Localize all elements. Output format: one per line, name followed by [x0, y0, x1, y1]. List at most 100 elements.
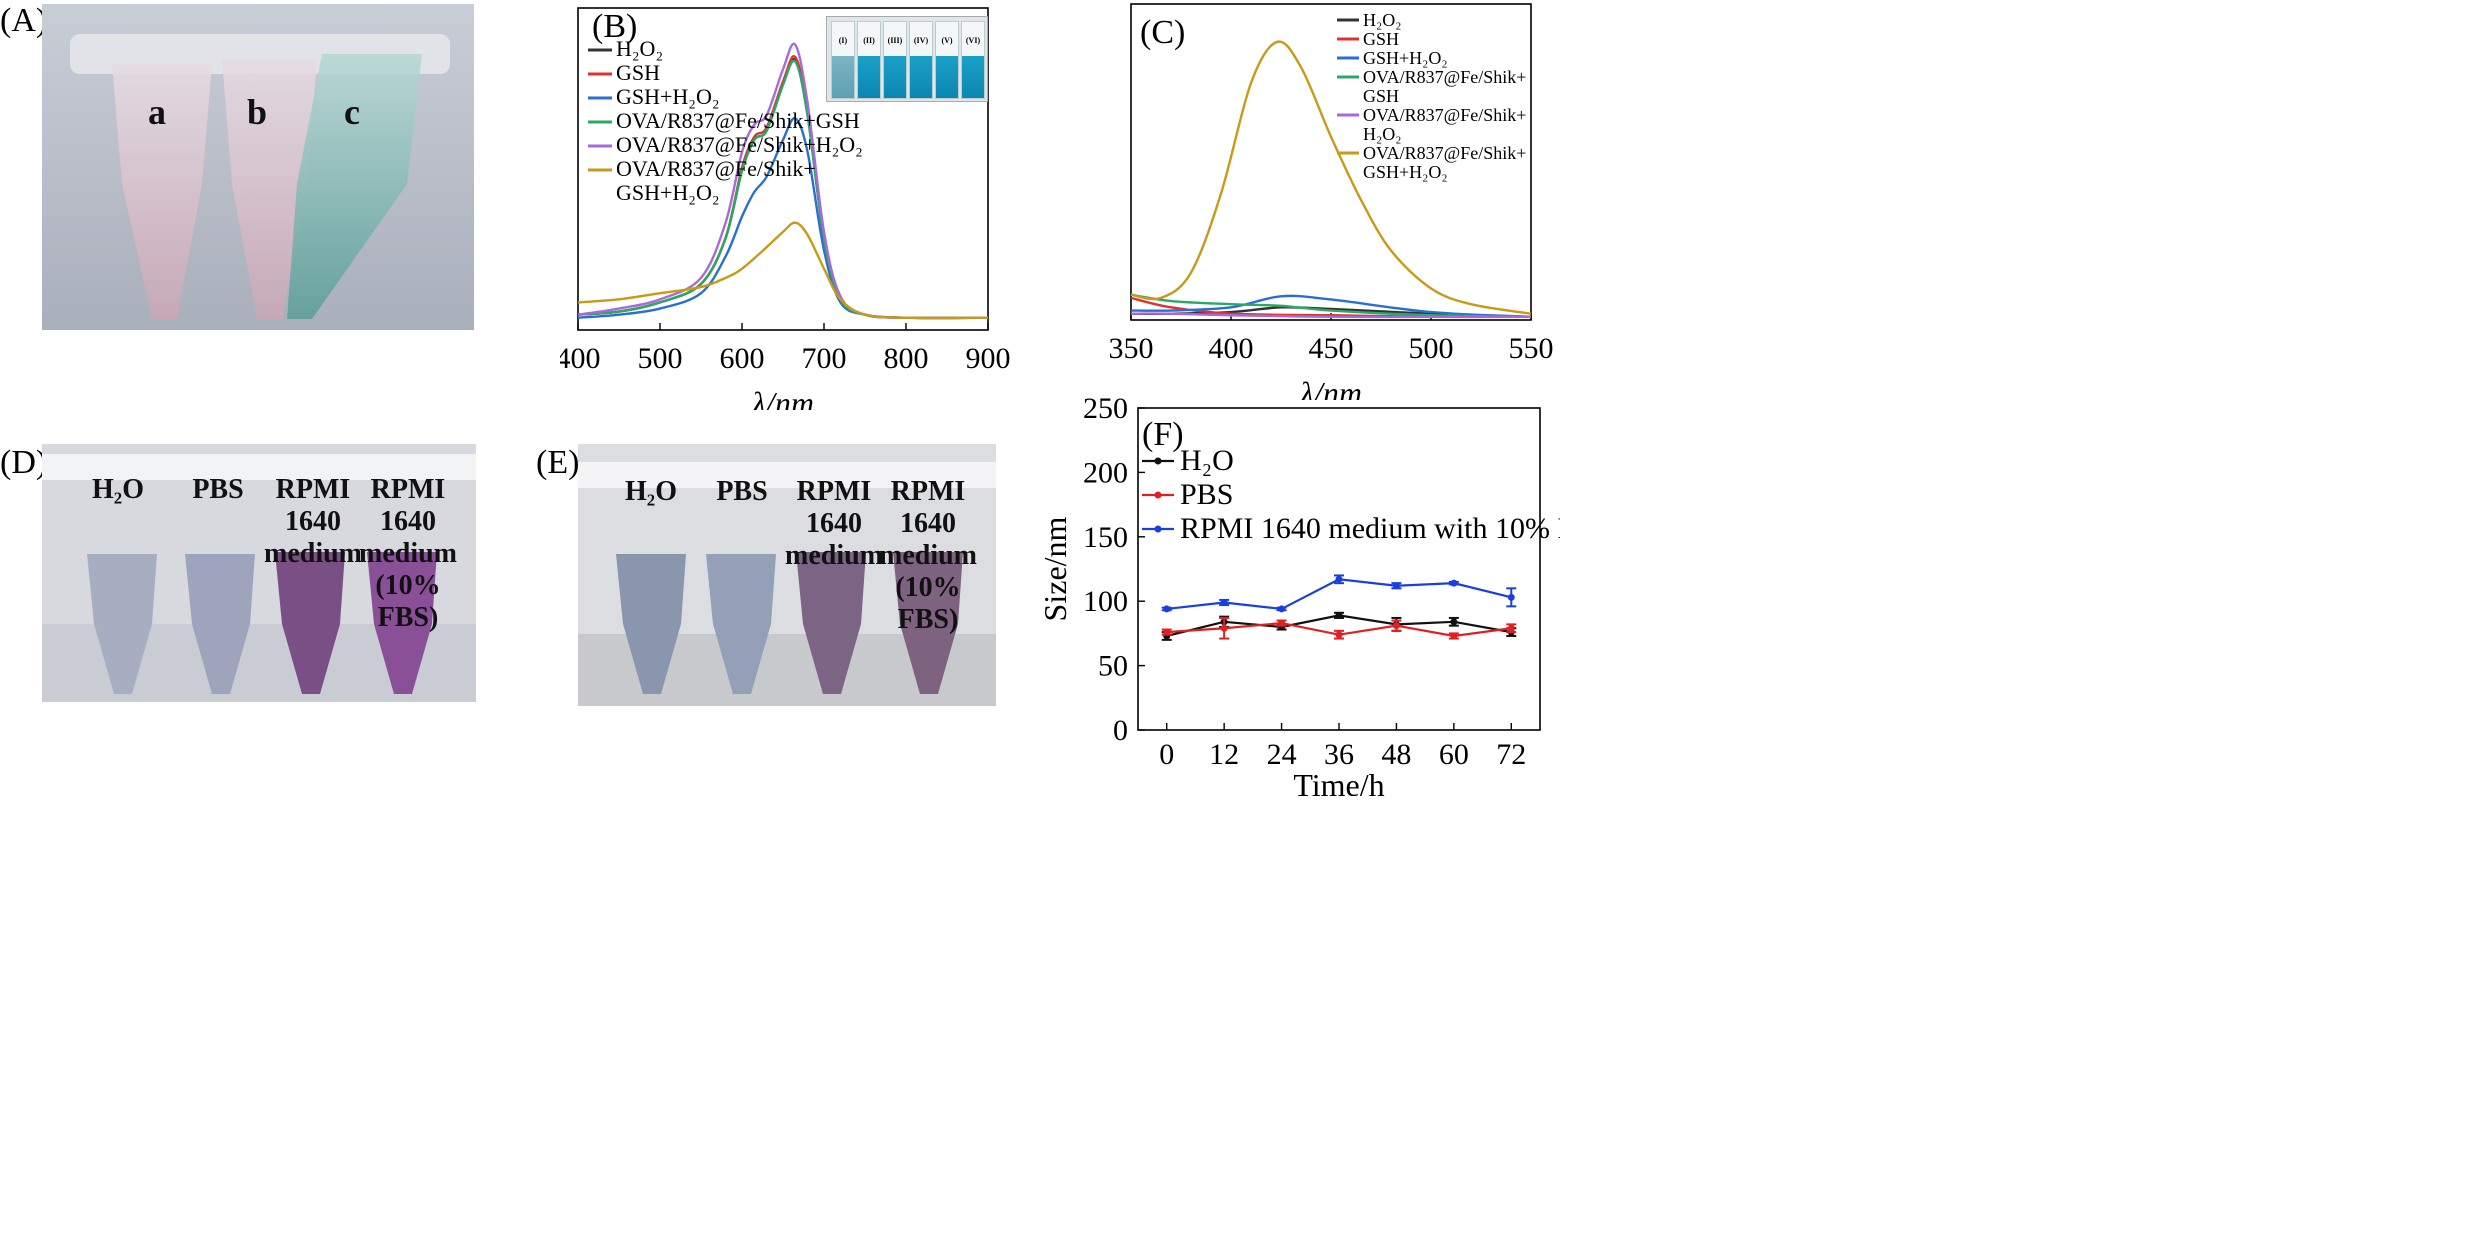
x-tick-label: 500 — [1409, 332, 1454, 365]
y-tick-label: 150 — [1083, 521, 1128, 554]
inset-vial: (II) — [857, 21, 881, 99]
x-tick-label: 400 — [560, 342, 601, 375]
legend-label: OVA/R837@Fe/Shik+H₂O₂ — [616, 132, 863, 157]
data-point — [1392, 622, 1400, 630]
data-point — [1278, 605, 1286, 613]
d-tube-label-rpmi: RPMI 1640 medium — [264, 474, 362, 569]
e-tube-label-rpmi-fbs: RPMI 1640 medium (10% FBS) — [879, 476, 977, 635]
panel-d-label: (D) — [0, 444, 48, 481]
legend-label: GSH+H₂O₂ — [616, 84, 720, 109]
d-tube-label-h2o: H₂O — [92, 474, 144, 505]
x-tick-label: 600 — [720, 342, 765, 375]
data-point — [1220, 624, 1228, 632]
inset-vial-label: (VI) — [965, 36, 981, 45]
legend-label: GSH — [1363, 29, 1399, 49]
x-tick-label: 450 — [1309, 332, 1354, 365]
x-tick-label: 500 — [638, 342, 683, 375]
series-line — [1130, 293, 1532, 319]
y-tick-label: 200 — [1083, 456, 1128, 489]
d-tube-label-pbs: PBS — [192, 474, 244, 505]
x-tick-label: 800 — [884, 342, 929, 375]
legend-label: H₂O — [1180, 444, 1234, 477]
legend-label: GSH+H₂O₂ — [1363, 48, 1448, 68]
inset-vial-label: (II) — [863, 36, 875, 45]
data-point — [1392, 582, 1400, 590]
data-point — [1335, 631, 1343, 639]
legend-label: OVA/R837@Fe/Shik+ — [1363, 143, 1526, 163]
e-tube-label-h2o: H₂O — [625, 476, 677, 507]
legend-label: GSH+H₂O₂ — [616, 180, 720, 205]
x-tick-label: 12 — [1209, 738, 1239, 771]
y-tick-label: 100 — [1083, 585, 1128, 618]
inset-vial: (IV) — [909, 21, 933, 99]
chart-b: 400 500 600 700 800 900λ/nmH₂O₂GSHGSH+H₂O₂OVA… — [560, 7, 1011, 410]
series-line — [1130, 312, 1531, 319]
inset-vial-label: (IV) — [913, 36, 929, 45]
legend-label: RPMI 1640 medium with 10% FBS — [1180, 512, 1560, 545]
x-tick-label: 0 — [1159, 738, 1174, 771]
x-axis-label: Time/h — [1293, 767, 1384, 796]
legend-marker — [1154, 525, 1162, 533]
data-point — [1163, 628, 1171, 636]
data-point — [1220, 598, 1228, 606]
y-tick-label: 0 — [1113, 714, 1128, 747]
inset-vial: (VI) — [961, 21, 985, 99]
legend-label: GSH — [616, 60, 660, 85]
panel-a-label: (A) — [0, 2, 48, 39]
x-tick-label: 900 — [966, 342, 1011, 375]
x-tick-label: 550 — [1509, 332, 1554, 365]
x-tick-label: 350 — [1109, 332, 1154, 365]
tube-label-b: b — [246, 92, 268, 132]
legend-label: H₂O₂ — [1363, 124, 1402, 144]
series-line — [577, 221, 989, 320]
x-tick-label: 60 — [1439, 738, 1469, 771]
series-line — [1130, 294, 1532, 319]
plot-frame — [577, 7, 989, 331]
y-axis-label: Size/nm — [1037, 516, 1073, 621]
x-tick-label: 48 — [1381, 738, 1411, 771]
inset-vial: (V) — [935, 21, 959, 99]
legend-marker — [1154, 491, 1162, 499]
chart-c: 350 400 450 500 550λ/nmH₂O₂GSHGSH+H₂O₂OVA/R8… — [1109, 3, 1554, 400]
legend-label: H₂O₂ — [1363, 10, 1402, 30]
y-tick-label: 250 — [1083, 396, 1128, 425]
legend-marker — [1154, 457, 1162, 465]
series-line — [1130, 40, 1532, 315]
data-point — [1450, 632, 1458, 640]
data-point — [1450, 579, 1458, 587]
panel-a-photo: a b c — [42, 4, 474, 330]
e-tube-label-rpmi: RPMI 1640 medium — [785, 476, 883, 571]
data-point — [1507, 624, 1515, 632]
e-tube-label-pbs: PBS — [716, 476, 768, 507]
panel-b-inset-photo: (I) (II) (III) (IV) (V) (VI) — [826, 16, 988, 102]
y-tick-label: 50 — [1098, 650, 1128, 683]
legend-label: GSH+H₂O₂ — [1363, 162, 1448, 182]
x-tick-label: 72 — [1496, 738, 1526, 771]
inset-vial: (I) — [831, 21, 855, 99]
inset-vial: (III) — [883, 21, 907, 99]
x-tick-label: 700 — [802, 342, 847, 375]
panel-d-photo: H₂O PBS RPMI 1640 medium RPMI 1640 mediu… — [42, 444, 476, 702]
legend-label: OVA/R837@Fe/Shik+ — [1363, 105, 1526, 125]
x-tick-label: 24 — [1267, 738, 1297, 771]
tube-label-a: a — [148, 92, 166, 132]
panel-b-label: (B) — [592, 8, 638, 45]
inset-vial-label: (I) — [838, 36, 848, 45]
d-tube-label-rpmi-fbs: RPMI 1640 medium (10% FBS) — [359, 474, 457, 633]
data-point — [1335, 611, 1343, 619]
legend-label: OVA/R837@Fe/Shik+ — [616, 156, 816, 181]
data-point — [1507, 593, 1515, 601]
chart-f: 0 50 100 150 200 250 0 12 24 36 48 60 72 Time/h Size/n… — [1037, 396, 1560, 796]
legend-label: OVA/R837@Fe/Shik+GSH — [616, 108, 860, 133]
x-tick-label: 400 — [1209, 332, 1254, 365]
x-axis-label: λ/nm — [751, 385, 814, 410]
inset-vial-label: (III) — [887, 36, 903, 45]
data-point — [1278, 619, 1286, 627]
data-point — [1163, 605, 1171, 613]
data-point — [1450, 618, 1458, 626]
panel-e-photo: H₂O PBS RPMI 1640 medium RPMI 1640 mediu… — [578, 444, 996, 706]
legend-label: H₂O₂ — [616, 36, 663, 61]
legend-label: GSH — [1363, 86, 1399, 106]
data-point — [1335, 575, 1343, 583]
panel-f-label: (F) — [1142, 416, 1184, 453]
